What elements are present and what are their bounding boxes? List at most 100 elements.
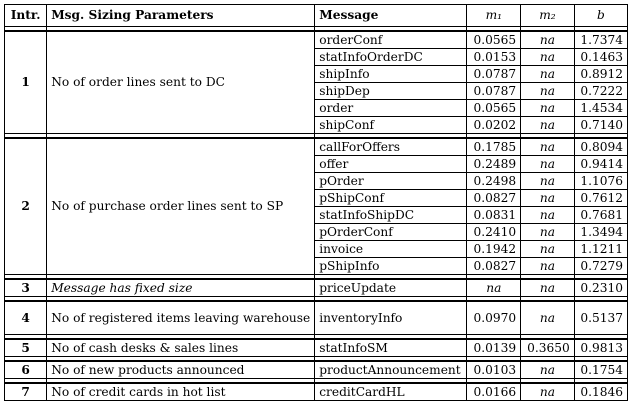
header-m2: m₂ [520, 4, 574, 27]
table-row: pShipInfo 0.0827 na 0.7279 [4, 258, 628, 275]
gap-cell [314, 357, 467, 361]
gap-cell [520, 357, 574, 361]
b-value: 0.5137 [573, 301, 628, 335]
group-number: 1 [4, 31, 47, 134]
table-row: 5 No of cash desks & sales lines statInfoS… [4, 339, 628, 357]
gap-cell [4, 297, 47, 301]
message-name: offer [314, 156, 467, 173]
gap-cell [46, 379, 315, 383]
group-gap [4, 335, 628, 339]
m1-value: 0.0787 [466, 83, 521, 100]
header-intr: Intr. [4, 4, 47, 27]
gap-cell [4, 357, 47, 361]
b-value: 0.8094 [573, 138, 628, 156]
b-value: 0.7140 [573, 117, 628, 134]
m2-value: na [520, 138, 574, 156]
table-row: invoice 0.1942 na 1.1211 [4, 241, 628, 258]
b-value: 1.1211 [573, 241, 628, 258]
m2-value: na [520, 241, 574, 258]
message-name: pOrderConf [314, 224, 467, 241]
m2-value: na [520, 361, 574, 379]
table-row: 2 No of purchase order lines sent to SP ca… [4, 138, 628, 275]
m2-value: na [520, 207, 574, 224]
gap-cell [46, 275, 315, 279]
m1-value: 0.0565 [466, 31, 521, 49]
message-name: pShipConf [314, 190, 467, 207]
m2-value: na [520, 173, 574, 190]
gap-cell [4, 275, 47, 279]
m1-value: na [466, 279, 521, 297]
group-number: 4 [4, 301, 47, 335]
b-value: 0.7222 [573, 83, 628, 100]
gap-cell [520, 335, 574, 339]
m2-value: na [520, 66, 574, 83]
gap-cell [314, 297, 467, 301]
m1-value: 0.0139 [466, 339, 521, 357]
gap-cell [466, 357, 521, 361]
gap-cell [466, 275, 521, 279]
sizing-parameter: No of credit cards in hot list [46, 383, 315, 401]
group-gap [4, 27, 628, 31]
gap-cell [573, 27, 628, 31]
m2-value: na [520, 83, 574, 100]
gap-cell [46, 297, 315, 301]
gap-cell [573, 297, 628, 301]
header-params: Msg. Sizing Parameters [46, 4, 315, 27]
table-row: shipDep 0.0787 na 0.7222 [4, 83, 628, 100]
gap-cell [46, 335, 315, 339]
group-number: 7 [4, 383, 47, 401]
message-name: priceUpdate [314, 279, 467, 297]
table-header-row: Intr. Msg. Sizing Parameters Message m₁ … [4, 4, 628, 27]
group-gap [4, 275, 628, 279]
message-name: invoice [314, 241, 467, 258]
b-value: 1.3494 [573, 224, 628, 241]
gap-cell [573, 275, 628, 279]
m1-value: 0.0153 [466, 49, 521, 66]
gap-cell [573, 357, 628, 361]
gap-cell [314, 335, 467, 339]
m2-value: na [520, 258, 574, 275]
m1-value: 0.2498 [466, 173, 521, 190]
b-value: 0.1463 [573, 49, 628, 66]
message-name: orderConf [314, 31, 467, 49]
gap-cell [573, 335, 628, 339]
gap-cell [466, 297, 521, 301]
gap-cell [466, 27, 521, 31]
group-gap [4, 134, 628, 138]
message-name: statInfoShipDC [314, 207, 467, 224]
message-name: pShipInfo [314, 258, 467, 275]
b-value: 1.7374 [573, 31, 628, 49]
table-row: 3 Message has fixed size priceUpdate na na 0.… [4, 279, 628, 297]
b-value: 0.9414 [573, 156, 628, 173]
message-name: shipDep [314, 83, 467, 100]
b-value: 0.7612 [573, 190, 628, 207]
gap-cell [314, 275, 467, 279]
message-name: callForOffers [314, 138, 467, 156]
gap-cell [46, 27, 315, 31]
gap-cell [4, 379, 47, 383]
m2-value: na [520, 279, 574, 297]
gap-cell [466, 379, 521, 383]
group-gap [4, 297, 628, 301]
header-message: Message [314, 4, 467, 27]
group-number: 2 [4, 138, 47, 275]
m1-value: 0.2410 [466, 224, 521, 241]
group-number: 3 [4, 279, 47, 297]
message-name: statInfoSM [314, 339, 467, 357]
table-row: pOrder 0.2498 na 1.1076 [4, 173, 628, 190]
message-name: shipInfo [314, 66, 467, 83]
m1-value: 0.0202 [466, 117, 521, 134]
m2-value: na [520, 31, 574, 49]
sizing-parameter: No of new products announced [46, 361, 315, 379]
header-m1: m₁ [466, 4, 521, 27]
b-value: 0.1754 [573, 361, 628, 379]
table-row: offer 0.2489 na 0.9414 [4, 156, 628, 173]
message-name: order [314, 100, 467, 117]
m2-value: na [520, 49, 574, 66]
gap-cell [520, 27, 574, 31]
m1-value: 0.0970 [466, 301, 521, 335]
m1-value: 0.0166 [466, 383, 521, 401]
m2-value: na [520, 301, 574, 335]
group-number: 5 [4, 339, 47, 357]
gap-cell [4, 335, 47, 339]
